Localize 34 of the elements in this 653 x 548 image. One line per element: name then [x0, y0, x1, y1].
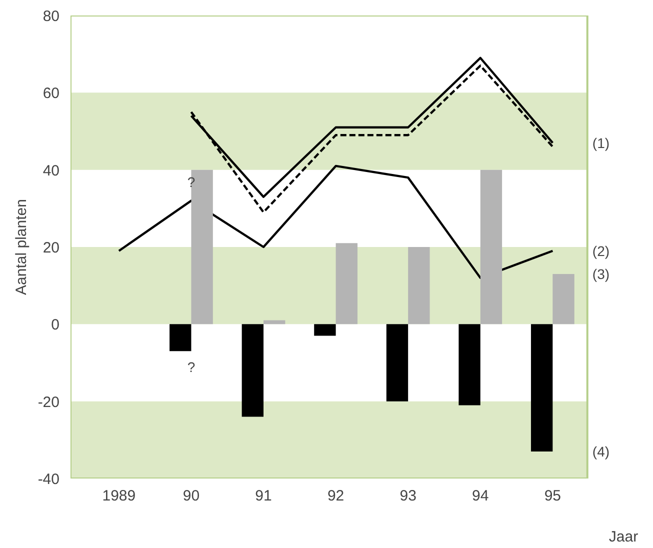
bar [314, 324, 336, 336]
text: (4) [592, 443, 610, 460]
y-tick-label: 60 [42, 85, 60, 102]
text: (1) [592, 134, 610, 151]
bar [336, 243, 358, 324]
x-tick-label: 94 [472, 488, 489, 504]
x-axis-title: Jaar [608, 528, 638, 546]
series-label: (3) [592, 266, 610, 282]
bar [408, 247, 430, 324]
y-tick-label: 20 [42, 240, 60, 256]
y-tick-label: 0 [51, 316, 60, 334]
x-tick-label: 95 [544, 488, 562, 504]
bar [386, 324, 408, 402]
bar [530, 324, 553, 452]
x-tick-label: 92 [327, 488, 344, 504]
y-tick-label: -20 [38, 394, 60, 411]
bar [480, 170, 502, 324]
y-axis-title: Aantal planten [12, 199, 30, 295]
x-tick-label: 91 [255, 488, 272, 504]
bar [552, 274, 574, 324]
text: (2) [592, 242, 610, 259]
annotation: ? [187, 359, 196, 376]
line-series [118, 164, 554, 279]
bar [458, 324, 480, 406]
bar [264, 320, 286, 324]
x-tick-label: 1989 [102, 488, 136, 504]
x-tick-label: 93 [400, 488, 416, 504]
x-tick-label: 90 [182, 488, 200, 504]
y-tick-label: -40 [38, 471, 60, 488]
annotation: ? [187, 174, 196, 190]
bar [242, 324, 264, 417]
y-tick-label: 40 [42, 162, 60, 180]
bar [170, 324, 192, 352]
y-tick-label: 80 [42, 8, 60, 25]
